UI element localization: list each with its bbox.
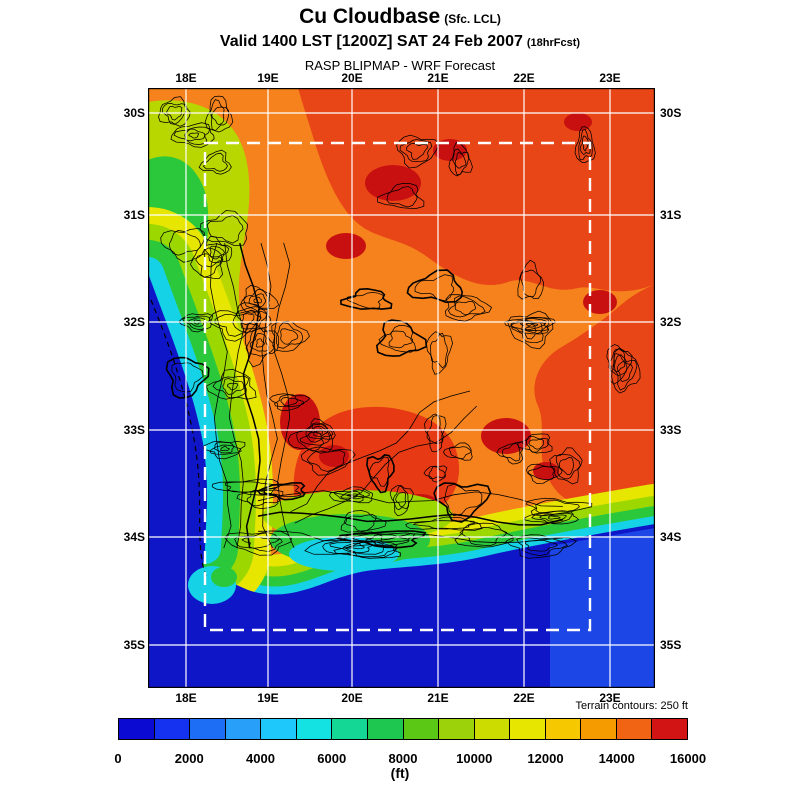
colorbar-tick-label: 6000	[317, 751, 347, 766]
high-cloudbase-region-north	[296, 88, 655, 292]
model-source-line: RASP BLIPMAP - WRF Forecast	[304, 58, 496, 73]
colorbar-segment	[190, 719, 226, 739]
colorbar-tick-label: 10000	[456, 751, 493, 766]
lat-tick-right: 32S	[660, 315, 682, 329]
ocean-region	[148, 273, 655, 688]
colorbar-segment	[616, 719, 653, 739]
colorbar-segment	[154, 719, 191, 739]
lat-tick-left: 34S	[123, 530, 145, 544]
valid-time-line: Valid 1400 LST [1200Z] SAT 24 Feb 2007 (1…	[0, 33, 800, 51]
colorbar-tick-label: 12000	[527, 751, 564, 766]
lon-tick-top: 22E	[513, 71, 535, 85]
title-main: Cu Cloudbase	[299, 5, 441, 28]
colorbar-segment	[225, 719, 262, 739]
colorbar	[118, 718, 688, 740]
lat-tick-left: 32S	[123, 315, 145, 329]
lon-tick-bottom: 21E	[427, 691, 449, 705]
colorbar-segment	[261, 719, 297, 739]
colorbar-tick-label: 8000	[388, 751, 418, 766]
colorbar-tick-label: 0	[114, 751, 122, 766]
lon-tick-bottom: 19E	[257, 691, 279, 705]
lon-tick-top: 23E	[599, 71, 621, 85]
colorbar-segment	[119, 719, 155, 739]
high-cloudbase-region-east	[534, 284, 655, 510]
lat-tick-left: 30S	[123, 106, 145, 120]
lat-tick-right: 31S	[660, 208, 682, 222]
lat-tick-right: 33S	[660, 423, 682, 437]
lon-tick-top: 20E	[341, 71, 363, 85]
cape-peninsula-green	[211, 567, 237, 587]
lat-tick-right: 35S	[660, 638, 682, 652]
map-area	[148, 88, 655, 688]
terrain-contours	[158, 95, 641, 559]
lon-tick-top: 19E	[257, 71, 279, 85]
lat-tick-left: 33S	[123, 423, 145, 437]
lat-tick-right: 34S	[660, 530, 682, 544]
cloudbase-map	[148, 88, 655, 688]
offshore-dashed-contour	[150, 299, 207, 577]
colorbar-segment	[510, 719, 546, 739]
lon-tick-top: 21E	[427, 71, 449, 85]
colorbar-tick-label: 2000	[174, 751, 204, 766]
colorbar-segment	[652, 719, 687, 739]
colorbar-segment	[439, 719, 475, 739]
lat-tick-left: 35S	[123, 638, 145, 652]
forecast-hour-suffix: (18hrFcst)	[526, 37, 581, 49]
colorbar-tick-label: 14000	[598, 751, 635, 766]
ocean-lighter-southeast	[550, 528, 655, 688]
latlon-grid	[148, 88, 655, 688]
lat-tick-left: 31S	[123, 208, 145, 222]
lon-tick-bottom: 20E	[341, 691, 363, 705]
colorbar-segment	[296, 719, 333, 739]
colorbar-tick-label: 4000	[246, 751, 275, 766]
colorbar-segment	[545, 719, 582, 739]
colorbar-tick-label: 16000	[669, 751, 707, 766]
chart-title: Cu Cloudbase (Sfc. LCL)	[0, 5, 800, 29]
colorbar-segment	[474, 719, 511, 739]
colorbar-segment	[332, 719, 368, 739]
map-border	[148, 88, 655, 688]
colorbar-segment	[367, 719, 404, 739]
lon-tick-bottom: 18E	[175, 691, 197, 705]
lon-tick-top: 18E	[175, 71, 197, 85]
domain-boundary-box	[203, 141, 592, 632]
colorbar-unit: (ft)	[390, 765, 410, 781]
title-suffix: (Sfc. LCL)	[444, 12, 501, 26]
colorbar-segment	[581, 719, 617, 739]
valid-time-text: Valid 1400 LST [1200Z] SAT 24 Feb 2007	[219, 33, 523, 50]
colorbar-segment	[403, 719, 440, 739]
lon-tick-bottom: 22E	[513, 691, 535, 705]
lat-tick-right: 30S	[660, 106, 682, 120]
terrain-note: Terrain contours: 250 ft	[575, 700, 688, 712]
